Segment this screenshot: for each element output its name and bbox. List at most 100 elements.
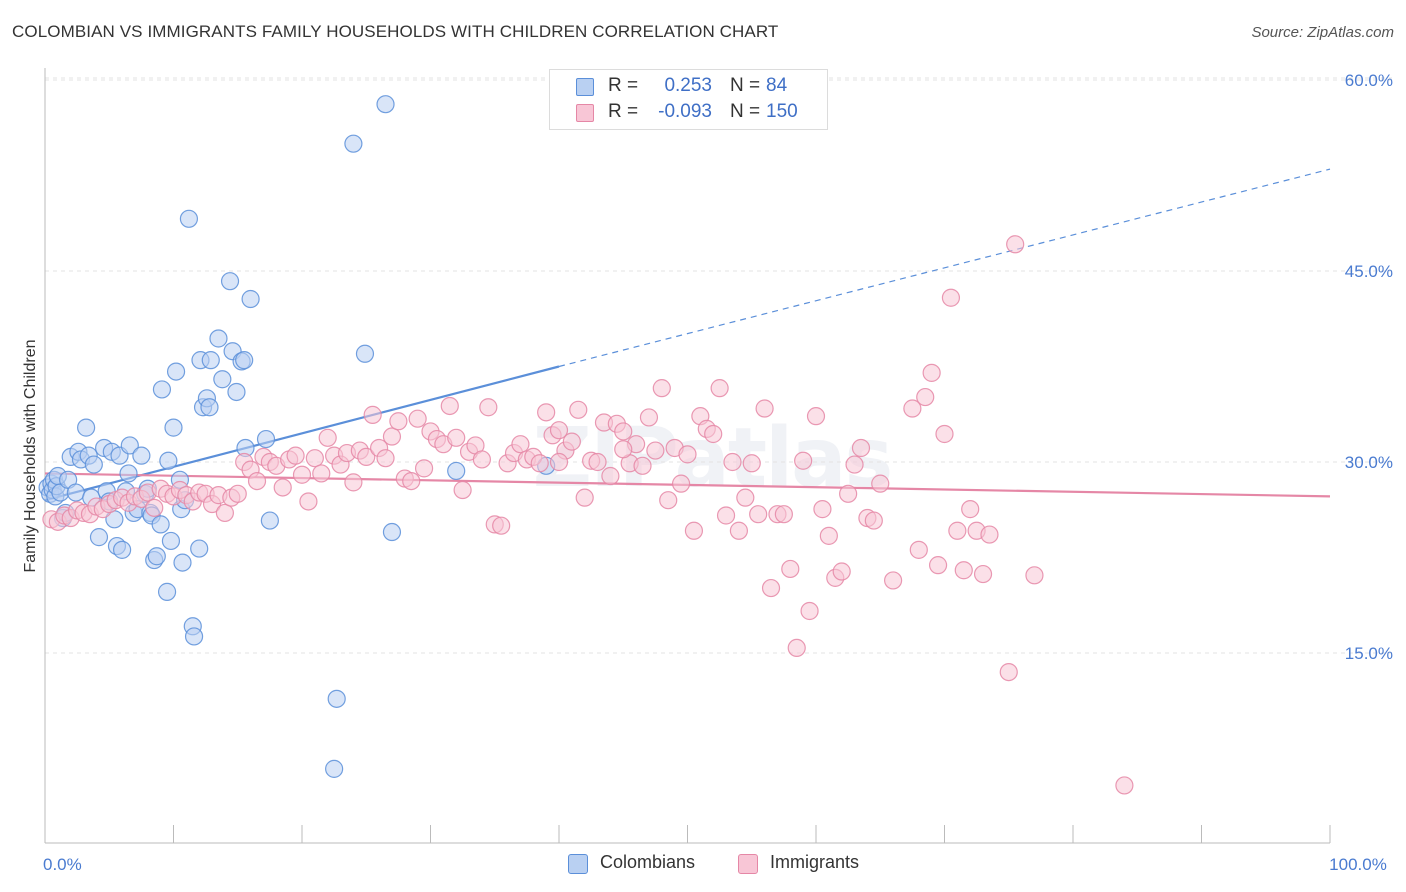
data-point xyxy=(200,398,219,417)
data-point xyxy=(1115,776,1134,795)
data-point xyxy=(312,464,331,483)
data-point xyxy=(247,472,267,491)
data-point xyxy=(147,547,166,566)
data-point xyxy=(614,440,633,459)
data-point xyxy=(871,474,890,493)
data-point xyxy=(119,464,138,483)
data-point xyxy=(794,451,813,470)
data-point xyxy=(761,578,781,598)
n-value: 150 xyxy=(766,101,798,122)
data-point xyxy=(903,399,922,418)
data-point xyxy=(549,421,569,440)
data-point xyxy=(256,429,276,449)
data-point xyxy=(179,209,199,228)
data-point xyxy=(157,582,177,601)
y-tick-label: 60.0% xyxy=(1345,71,1393,90)
data-point xyxy=(112,540,132,559)
data-point xyxy=(537,403,556,422)
data-point xyxy=(447,461,466,481)
data-point xyxy=(472,450,491,469)
data-point xyxy=(286,446,305,465)
stats-legend: R = 0.253 N = 84 R = -0.093 N = 150 xyxy=(549,69,828,130)
data-point xyxy=(749,505,768,524)
data-point xyxy=(916,387,935,407)
data-point xyxy=(173,553,192,572)
data-point xyxy=(344,473,363,492)
data-point xyxy=(209,329,228,348)
legend-swatch-colombians xyxy=(568,854,588,874)
data-point xyxy=(999,662,1018,682)
data-point xyxy=(864,511,883,530)
data-point xyxy=(813,500,832,519)
y-tick-label: 15.0% xyxy=(1345,644,1393,663)
data-point xyxy=(408,409,427,428)
data-point xyxy=(453,480,472,500)
data-point xyxy=(723,452,742,472)
data-point xyxy=(1006,235,1025,254)
data-point xyxy=(800,601,819,621)
data-point xyxy=(479,398,498,417)
data-point xyxy=(742,454,761,473)
data-point xyxy=(845,455,864,474)
r-label: R = xyxy=(608,101,639,122)
data-point xyxy=(190,539,209,558)
data-point xyxy=(961,500,980,519)
data-point xyxy=(184,627,204,646)
x-tick-label: 0.0% xyxy=(43,855,82,874)
data-point xyxy=(77,418,96,437)
data-point xyxy=(402,472,421,491)
data-point xyxy=(152,380,172,399)
data-point xyxy=(260,511,279,530)
legend-swatch-colombians xyxy=(576,78,594,96)
data-point xyxy=(166,362,186,381)
data-point xyxy=(909,540,928,559)
data-point xyxy=(363,405,382,424)
data-point xyxy=(819,526,838,545)
data-point xyxy=(164,418,183,437)
data-point xyxy=(562,432,581,451)
data-point xyxy=(781,559,800,579)
data-point xyxy=(973,564,993,584)
data-point xyxy=(89,528,109,547)
data-point xyxy=(215,503,234,523)
data-point xyxy=(318,428,337,447)
r-value: -0.093 xyxy=(658,101,712,122)
x-tick-label: 100.0% xyxy=(1329,855,1387,874)
data-point xyxy=(447,428,466,447)
n-label: N = xyxy=(730,101,761,122)
data-point xyxy=(659,491,678,510)
data-point xyxy=(710,379,729,398)
series-legend: Colombians Immigrants xyxy=(0,852,1406,878)
data-point xyxy=(327,689,346,708)
data-point xyxy=(755,399,774,418)
data-point xyxy=(948,521,967,540)
data-point xyxy=(120,436,139,455)
data-point xyxy=(774,505,793,524)
n-value: 84 xyxy=(766,75,788,96)
data-point xyxy=(382,427,402,446)
data-point xyxy=(241,289,260,309)
data-point xyxy=(492,516,511,535)
data-point xyxy=(941,288,961,307)
data-point xyxy=(382,522,402,542)
data-point xyxy=(678,445,697,464)
series-colombians xyxy=(38,95,556,778)
data-point xyxy=(235,351,254,370)
data-point xyxy=(928,556,948,575)
data-point xyxy=(414,459,434,478)
data-point xyxy=(839,484,858,503)
data-point xyxy=(883,571,903,590)
data-point xyxy=(213,370,232,389)
series-immigrants xyxy=(42,235,1134,795)
data-point xyxy=(575,488,594,507)
data-point xyxy=(145,498,164,517)
data-point xyxy=(980,525,999,544)
data-point xyxy=(227,382,246,402)
data-point xyxy=(588,452,607,472)
data-point xyxy=(954,561,973,580)
data-point xyxy=(646,441,665,460)
data-point xyxy=(201,351,220,370)
data-point xyxy=(325,759,344,778)
data-point xyxy=(704,424,723,444)
